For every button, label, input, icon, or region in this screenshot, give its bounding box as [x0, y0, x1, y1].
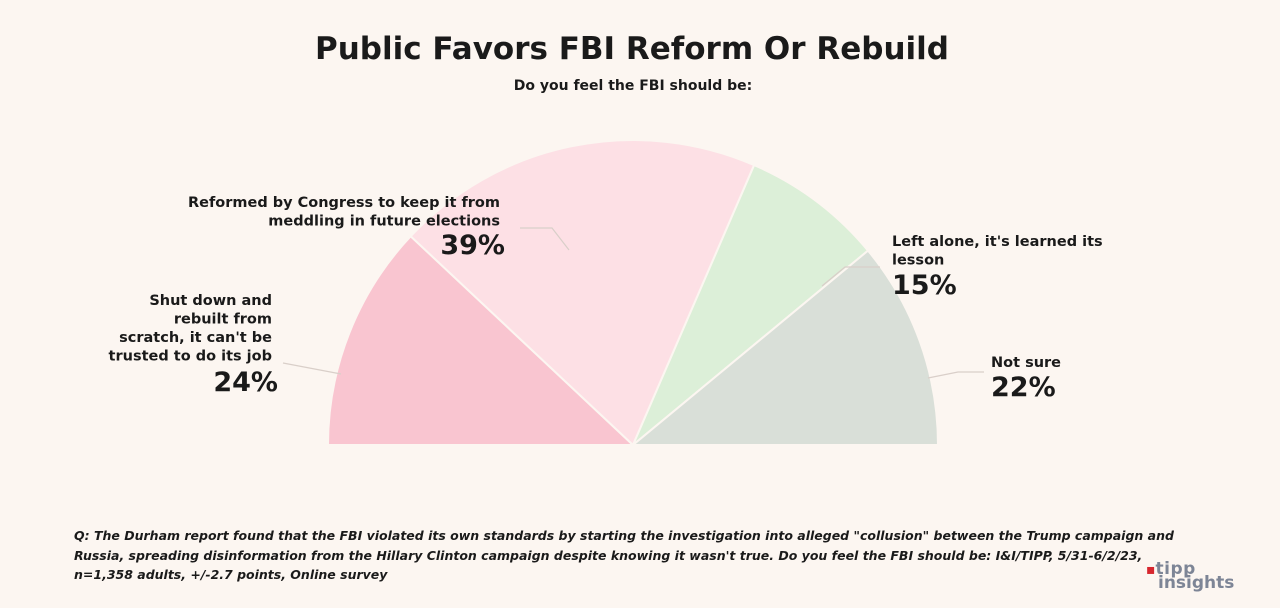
slice-3 [630, 249, 940, 446]
logo-line-2: insights [1158, 573, 1235, 593]
leader-line-3 [927, 371, 984, 379]
slice-2 [632, 163, 870, 446]
slices [326, 139, 940, 447]
logo-line-1: tipp [1155, 559, 1196, 579]
leader-line-0 [282, 362, 342, 375]
tipp-insights-logo: ▪tipp insights [1146, 559, 1235, 593]
slice-value-2: 15% [892, 270, 957, 301]
leader-line-1 [520, 227, 570, 251]
logo-mark-icon: ▪ [1146, 562, 1156, 578]
slice-labels: Shut down and rebuilt from scratch, it can… [109, 195, 1103, 403]
slice-value-0: 24% [213, 367, 278, 398]
slice-label-2: Left alone, it's learned its lesson [892, 234, 1103, 269]
slice-label-0: Shut down and rebuilt from scratch, it can… [109, 293, 273, 365]
slice-1 [409, 139, 756, 447]
chart-subtitle: Do you feel the FBI should be: [514, 78, 753, 94]
slice-label-3: Not sure [991, 355, 1061, 371]
survey-footnote: Q: The Durham report found that the FBI … [74, 528, 1174, 582]
slice-0 [326, 234, 636, 446]
leader-lines [282, 227, 984, 379]
slice-label-1: Reformed by Congress to keep it from medd… [188, 195, 500, 230]
leader-line-2 [821, 266, 880, 287]
slice-value-3: 22% [991, 372, 1056, 403]
slice-value-1: 39% [440, 230, 505, 261]
chart-title: Public Favors FBI Reform Or Rebuild [315, 31, 949, 67]
